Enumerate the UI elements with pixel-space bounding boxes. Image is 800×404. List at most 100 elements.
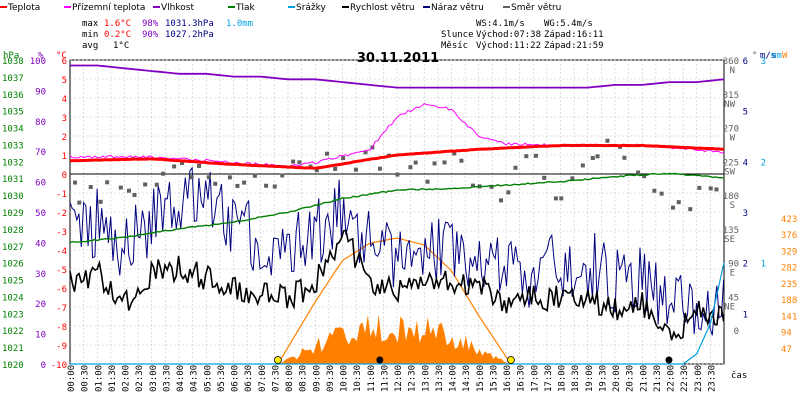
pct-tick: 40: [35, 239, 46, 249]
x-tick: 06:00: [231, 365, 241, 392]
dir-name: SW: [724, 167, 735, 177]
x-tick: 16:30: [517, 365, 527, 392]
stats-block: max 1.6°C 98% 1031.3hPa 1.0mm min 0.2°C …: [82, 19, 253, 51]
wind-direction-point: [553, 196, 558, 201]
x-tick: 10:00: [340, 365, 350, 392]
pct-tick: 20: [35, 300, 46, 310]
pct-tick: 70: [35, 148, 46, 158]
x-tick: 16:00: [503, 365, 513, 392]
x-tick: 22:30: [680, 365, 690, 392]
x-tick: 18:00: [558, 365, 568, 392]
wind-direction-point: [325, 151, 330, 156]
hpa-tick: 1038: [2, 57, 24, 67]
wind-direction-point: [297, 160, 302, 165]
pct-tick: 30: [35, 270, 46, 280]
dir-tick: 0: [734, 327, 739, 337]
wind-direction-point: [489, 184, 494, 189]
wind-direction-point: [513, 165, 518, 170]
wind-direction-point: [676, 200, 681, 205]
legend: Teplota Přízemní teplota Vlhkost Tlak Srážky…: [0, 3, 561, 13]
x-tick: 05:30: [217, 365, 227, 392]
stats-max-rain: 1.0mm: [226, 19, 253, 29]
temp-tick: 5: [62, 76, 67, 86]
hpa-tick: 1025: [2, 277, 24, 287]
hpa-tick: 1023: [2, 310, 24, 320]
x-tick: 14:00: [449, 365, 459, 392]
wind-direction-point: [697, 185, 702, 190]
dir-tick: 180: [723, 192, 739, 202]
wind-direction-point: [642, 174, 647, 179]
x-tick: 11:00: [367, 365, 377, 392]
x-tick: 17:00: [530, 365, 540, 392]
dir-axis-label: °: [752, 51, 757, 61]
stats-min-label: min: [82, 30, 98, 40]
wind-direction-point: [314, 168, 319, 173]
wind-direction-point: [126, 188, 131, 193]
legend-item: Tlak: [235, 3, 256, 13]
wind-direction-point: [98, 199, 103, 204]
x-tick: 11:30: [380, 365, 390, 392]
legend-item: Přízemní teplota: [72, 3, 145, 13]
sun-label: Slunce: [441, 30, 474, 40]
wind-direction-point: [132, 192, 137, 197]
wind-direction-point: [143, 182, 148, 187]
x-tick: 02:30: [135, 365, 145, 392]
temp-tick: 3: [62, 114, 67, 124]
wind-direction-point: [189, 175, 194, 180]
x-tick: 02:00: [122, 365, 132, 392]
wind-direction-point: [235, 183, 240, 188]
wind-direction-point: [161, 171, 166, 176]
wind-direction-point: [605, 138, 610, 143]
dir-tick: 45: [728, 293, 739, 303]
hpa-tick: 1030: [2, 192, 24, 202]
dir-tick: 135: [723, 226, 739, 236]
ms-tick: 3: [743, 209, 748, 219]
dir-tick: 315: [723, 91, 739, 101]
x-tick: 07:30: [271, 365, 281, 392]
stats-avg-label: avg: [82, 41, 98, 51]
ms-tick: 1: [743, 310, 748, 320]
wind-direction-point: [280, 173, 285, 178]
wind-direction-point: [172, 164, 177, 169]
ws-value: WS:4.1m/s: [476, 19, 525, 29]
dir-name: N: [730, 66, 735, 76]
ms-tick: 5: [743, 108, 748, 118]
wind-direction-point: [353, 167, 358, 172]
hpa-tick: 1037: [2, 74, 24, 84]
hpa-tick: 1031: [2, 175, 24, 185]
x-tick: 10:30: [353, 365, 363, 392]
pct-tick: 60: [35, 179, 46, 189]
temp-tick: -8: [56, 323, 67, 333]
x-axis-label: čas: [731, 370, 747, 381]
axes: 1038103710361035103410331032103110301029…: [2, 57, 797, 392]
wind-direction-point: [714, 187, 719, 192]
wind-direction-point: [533, 153, 538, 158]
wind-direction-point: [542, 175, 547, 180]
temp-tick: -2: [56, 209, 67, 219]
wind-direction-point: [670, 205, 675, 210]
sunrise-marker: [274, 356, 282, 364]
ms-tick: 2: [743, 260, 748, 270]
stats-max-temp: 1.6°C: [104, 19, 131, 29]
sunset-marker: [507, 356, 515, 364]
moon-label: Měsíc: [441, 41, 468, 51]
stats-min-hum: 90%: [142, 30, 159, 40]
wind-direction-point: [659, 191, 664, 196]
x-tick: 07:00: [258, 365, 268, 392]
x-tick: 15:00: [476, 365, 486, 392]
wind-direction-point: [154, 182, 159, 187]
moonrise-marker: [376, 356, 384, 364]
moon-rise: Východ:11:22: [476, 41, 541, 51]
temp-tick: 0: [62, 171, 67, 181]
stats-max-hum: 98%: [142, 19, 159, 29]
dir-tick: 360: [723, 57, 739, 67]
hpa-tick: 1036: [2, 91, 24, 101]
wind-direction-point: [227, 175, 232, 180]
legend-item: Vlhkost: [161, 3, 194, 13]
chart-title: 30.11.2011: [357, 51, 439, 66]
pct-tick: 50: [35, 209, 46, 219]
rain-series-line: [70, 262, 725, 365]
legend-item: Rychlost větru: [350, 3, 415, 13]
x-tick: 19:00: [585, 365, 595, 392]
